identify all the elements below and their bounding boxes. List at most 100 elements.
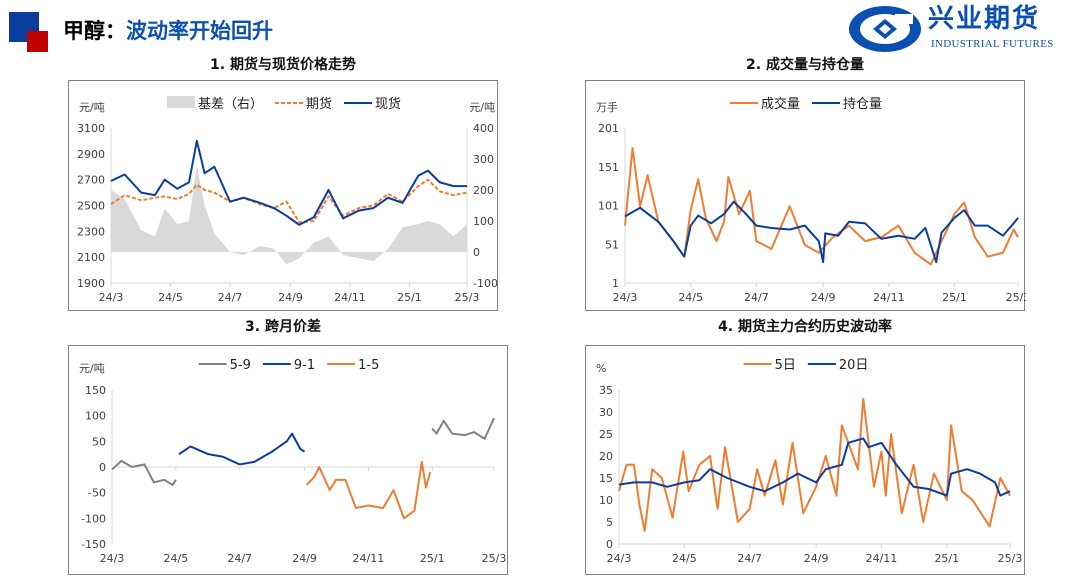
y-tick-label: 50 <box>92 435 106 448</box>
y-tick-label: 0 <box>606 538 613 551</box>
y-axis-unit: 元/吨 <box>79 362 105 375</box>
y-tick-label: 2300 <box>77 225 105 238</box>
y-tick-label: 0 <box>99 461 106 474</box>
y2-tick-label: 100 <box>473 215 494 228</box>
y2-axis-unit: 元/吨 <box>469 101 495 114</box>
x-tick-label: 25/3 <box>482 552 507 565</box>
x-tick-label: 24/5 <box>163 552 188 565</box>
legend-label: 成交量 <box>761 96 800 112</box>
y-tick-label: 20 <box>599 450 613 463</box>
x-tick-label: 25/1 <box>397 291 422 304</box>
legend-item: 期货 <box>275 96 332 112</box>
legend: 成交量持仓量 <box>730 96 882 112</box>
legend-label: 9-1 <box>294 358 315 373</box>
logo-name-en: INDUSTRIAL FUTURES <box>931 38 1054 51</box>
x-tick-label: 25/3 <box>998 552 1023 565</box>
y-tick-label: 101 <box>598 200 619 213</box>
y-tick-label: 30 <box>599 406 613 419</box>
page-title: 甲醇：波动率开始回升 <box>63 18 273 44</box>
series-line-0 <box>432 418 494 439</box>
legend: 基差（右） 期货 现货 <box>167 96 401 112</box>
y-tick-label: 2900 <box>77 148 105 161</box>
y-tick-label: 25 <box>599 428 613 441</box>
header-red-square <box>27 31 48 52</box>
y-tick-label: 1 <box>612 277 619 290</box>
y-tick-label: 3100 <box>77 122 105 135</box>
x-tick-label: 24/9 <box>278 291 303 304</box>
chart-svg: 1900210023002500270029003100-10001002003… <box>69 81 499 312</box>
y-tick-label: 201 <box>598 122 619 135</box>
legend-label: 现货 <box>375 96 401 112</box>
y-tick-label: -100 <box>81 512 106 525</box>
y-tick-label: 51 <box>605 238 619 251</box>
x-tick-label: 25/3 <box>1006 291 1026 304</box>
x-tick-label: 25/1 <box>942 291 967 304</box>
x-tick-label: 24/9 <box>292 552 317 565</box>
chart-4-title: 4. 期货主力合约历史波动率 <box>585 318 1025 336</box>
y-tick-label: 150 <box>85 384 106 397</box>
y-axis-unit: 元/吨 <box>79 101 105 114</box>
x-tick-label: 24/11 <box>873 291 905 304</box>
company-logo: 兴业期货 INDUSTRIAL FUTURES <box>845 4 1080 54</box>
logo-name-cn: 兴业期货 <box>928 4 1040 34</box>
legend-label: 期货 <box>306 96 332 112</box>
x-tick-label: 24/7 <box>227 552 252 565</box>
y-tick-label: 10 <box>599 494 613 507</box>
y-tick-label: 5 <box>606 516 613 529</box>
y-tick-label: 151 <box>598 161 619 174</box>
chart-2-title: 2. 成交量与持仓量 <box>585 56 1025 74</box>
x-tick-label: 24/7 <box>218 291 243 304</box>
y-tick-label: -50 <box>88 487 106 500</box>
series-line-1 <box>179 434 305 465</box>
series-line-0 <box>619 399 1010 531</box>
y-tick-label: -150 <box>81 538 106 551</box>
legend-label: 5-9 <box>230 358 251 373</box>
y-tick-label: 100 <box>85 410 106 423</box>
legend-label: 基差（右） <box>198 97 263 112</box>
x-tick-label: 24/3 <box>607 552 632 565</box>
legend-item: 1-5 <box>327 358 379 373</box>
x-tick-label: 25/3 <box>455 291 480 304</box>
series-line-0 <box>625 148 1018 264</box>
y-tick-label: 15 <box>599 472 613 485</box>
y-tick-label: 2500 <box>77 200 105 213</box>
x-tick-label: 24/11 <box>866 552 898 565</box>
x-tick-label: 24/5 <box>678 291 703 304</box>
legend-item: 持仓量 <box>812 97 882 112</box>
y2-tick-label: 0 <box>473 246 480 259</box>
y2-tick-label: 400 <box>473 122 494 135</box>
chart-1-title: 1. 期货与现货价格走势 <box>63 56 503 74</box>
y-axis-unit: 万手 <box>596 100 618 114</box>
legend: 5日 20日 <box>744 358 869 373</box>
x-tick-label: 24/9 <box>811 291 836 304</box>
x-tick-label: 24/11 <box>334 291 366 304</box>
x-tick-label: 24/9 <box>804 552 829 565</box>
y2-tick-label: -100 <box>473 277 498 290</box>
legend-swatch <box>167 96 195 108</box>
y2-tick-label: 200 <box>473 184 494 197</box>
y-axis-unit: % <box>596 362 606 375</box>
legend-item: 9-1 <box>263 358 315 373</box>
title-prefix: 甲醇： <box>63 19 126 43</box>
legend-item: 成交量 <box>730 96 800 112</box>
x-tick-label: 24/3 <box>100 552 125 565</box>
x-tick-label: 24/7 <box>737 552 762 565</box>
y-tick-label: 35 <box>599 384 613 397</box>
legend-label: 1-5 <box>358 358 379 373</box>
logo-emblem-icon <box>845 4 925 54</box>
x-tick-label: 25/1 <box>934 552 959 565</box>
y-tick-label: 2100 <box>77 251 105 264</box>
legend-item: 现货 <box>344 96 401 112</box>
x-tick-label: 24/3 <box>99 291 124 304</box>
legend-item: 5日 <box>744 358 796 373</box>
series-line-0 <box>112 461 176 485</box>
legend-label: 20日 <box>839 358 869 373</box>
legend: 5-9 9-1 1-5 <box>199 358 380 373</box>
x-tick-label: 25/1 <box>420 552 445 565</box>
